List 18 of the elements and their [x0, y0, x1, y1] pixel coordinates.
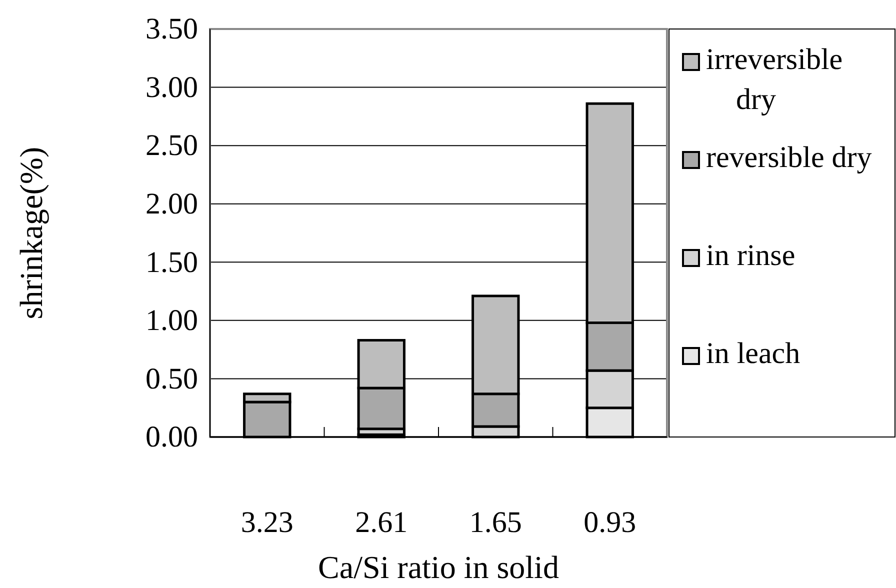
y-tick-label: 2.50 [146, 129, 198, 162]
legend-label: irreversible dry [706, 43, 843, 116]
y-tick-label: 3.50 [146, 12, 198, 46]
y-tick-label: 1.50 [146, 246, 198, 279]
x-axis-title: Ca/Si ratio in solid [318, 549, 559, 585]
y-tick-label: 1.00 [146, 304, 198, 338]
y-axis-title: shrinkage(%) [13, 146, 49, 320]
x-tick-label: 0.93 [584, 506, 636, 539]
legend-label: reversible dry [706, 141, 872, 174]
legend-label: in leach [706, 337, 800, 370]
y-tick-label: 3.00 [146, 70, 198, 104]
x-tick-label: 1.65 [469, 506, 522, 539]
y-tick-label: 0.00 [146, 420, 198, 454]
y-tick-label: 2.00 [146, 187, 198, 220]
x-tick-label: 2.61 [355, 506, 408, 539]
y-tick-label: 0.50 [146, 362, 198, 396]
x-tick-label: 3.23 [240, 506, 294, 539]
legend-label: in rinse [706, 239, 796, 272]
